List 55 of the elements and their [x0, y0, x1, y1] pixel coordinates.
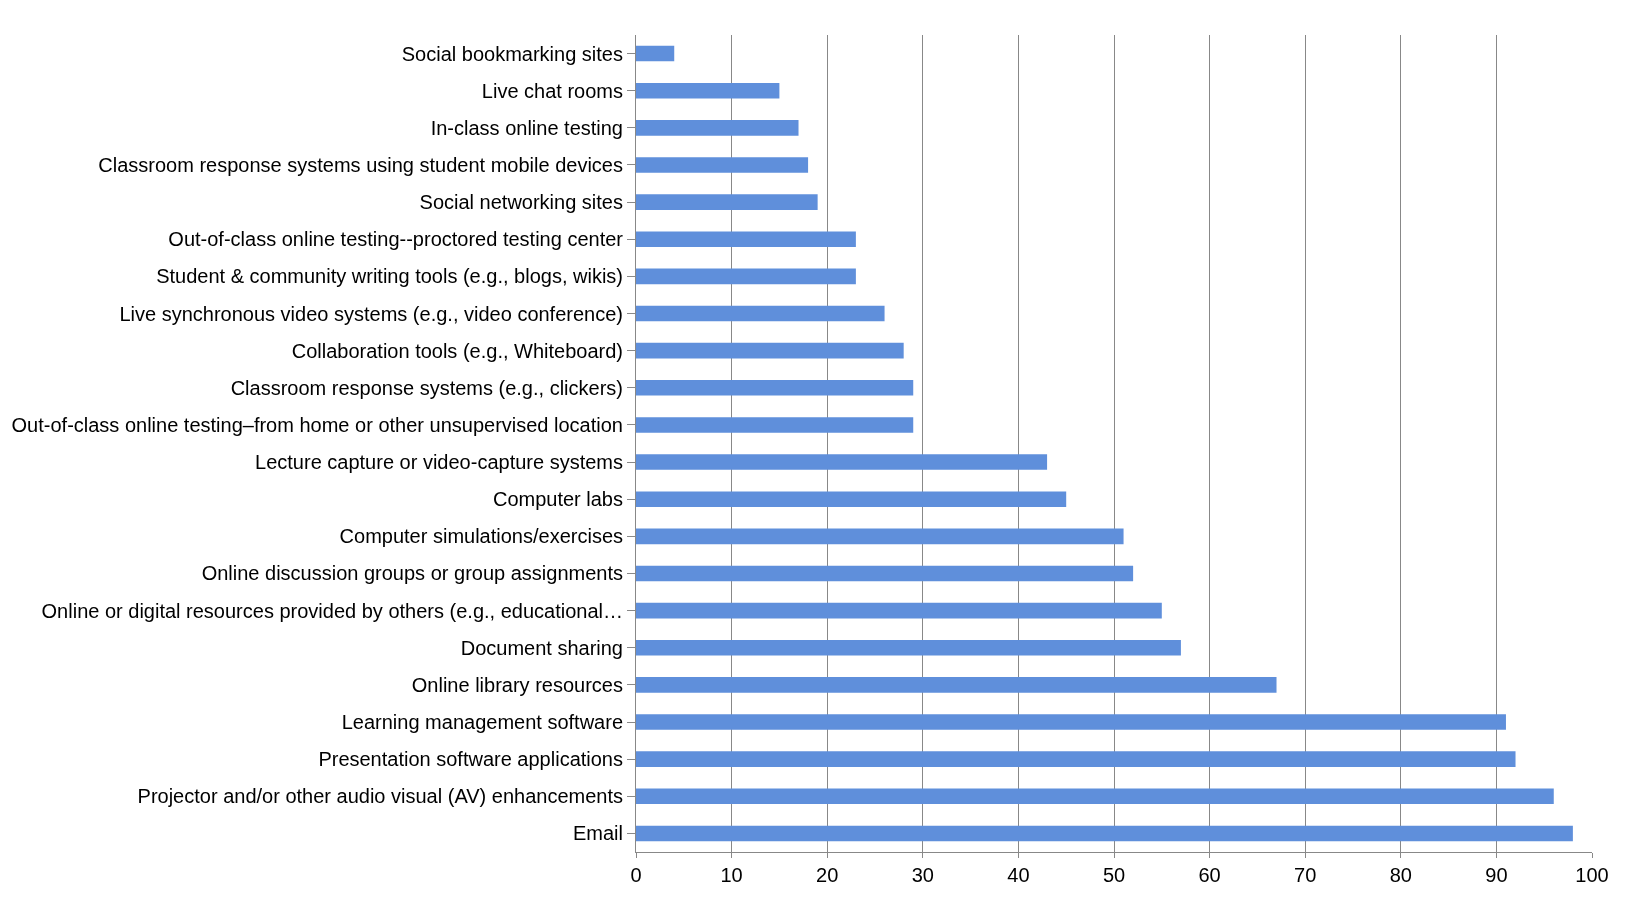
- y-tick-label: Student & community writing tools (e.g., blogs, wikis): [156, 265, 623, 288]
- bar: [636, 380, 914, 396]
- bar: [636, 639, 1181, 656]
- x-tick-label: 30: [911, 864, 934, 886]
- y-tick-label: Learning management software: [341, 711, 623, 734]
- bar: [636, 825, 1573, 842]
- bar: [636, 714, 1506, 730]
- y-tick-label: Social bookmarking sites: [401, 42, 623, 65]
- x-tick-label: 10: [720, 864, 743, 886]
- y-tick-label: Live chat rooms: [481, 79, 623, 102]
- x-tick-label: 60: [1198, 864, 1221, 886]
- y-tick-label: Email: [572, 822, 623, 845]
- x-tick-label: 100: [1575, 864, 1609, 886]
- y-tick-label: Projector and/or other audio visual (AV) enhancements: [137, 785, 623, 808]
- bar: [636, 491, 1067, 507]
- y-tick-label: Out-of-class online testing–from home or other unsupervised location: [11, 413, 623, 436]
- bar: [636, 751, 1516, 767]
- y-tick-label: Collaboration tools (e.g., Whiteboard): [291, 339, 623, 362]
- x-tick-label: 20: [816, 864, 839, 886]
- bar: [636, 417, 914, 433]
- y-tick-label: Classroom response systems using student mobile devices: [98, 153, 623, 176]
- bar: [636, 677, 1277, 693]
- y-tick-label: Social networking sites: [419, 191, 623, 214]
- bar: [636, 454, 1048, 470]
- bar: [636, 305, 885, 322]
- x-tick-label: 80: [1389, 864, 1412, 886]
- x-tick-label: 90: [1485, 864, 1508, 886]
- y-tick-label: Online discussion groups or group assignments: [201, 562, 623, 585]
- bar: [636, 268, 856, 285]
- y-tick-label: Lecture capture or video-capture systems: [255, 451, 623, 474]
- x-tick-label: 0: [630, 864, 642, 886]
- y-tick-label: Online library resources: [411, 673, 623, 696]
- bar: [636, 120, 799, 136]
- x-tick-label: 70: [1294, 864, 1317, 886]
- x-tick-label: 40: [1007, 864, 1030, 886]
- y-tick-label: Computer labs: [492, 488, 623, 511]
- bar: [636, 528, 1124, 545]
- y-tick-label: In-class online testing: [430, 116, 623, 139]
- x-tick-label: 50: [1102, 864, 1126, 886]
- bar: [636, 602, 1162, 619]
- bar: [636, 157, 809, 173]
- y-tick-label: Out-of-class online testing--proctored testing center: [168, 228, 624, 251]
- y-tick-label: Document sharing: [460, 636, 623, 659]
- bar: [636, 82, 780, 99]
- bar: [636, 565, 1134, 582]
- y-tick-label: Online or digital resources provided by others (e.g., educational…: [41, 599, 623, 622]
- y-tick-label: Classroom response systems (e.g., clickers): [230, 376, 623, 399]
- bar: [636, 231, 856, 248]
- y-tick-label: Live synchronous video systems (e.g., video conference): [119, 302, 623, 325]
- y-tick-label: Computer simulations/exercises: [339, 525, 623, 548]
- bar: [636, 342, 904, 359]
- bar: [636, 45, 675, 62]
- y-tick-label: Presentation software applications: [318, 748, 623, 771]
- bar: [636, 788, 1554, 805]
- bar: [636, 194, 818, 210]
